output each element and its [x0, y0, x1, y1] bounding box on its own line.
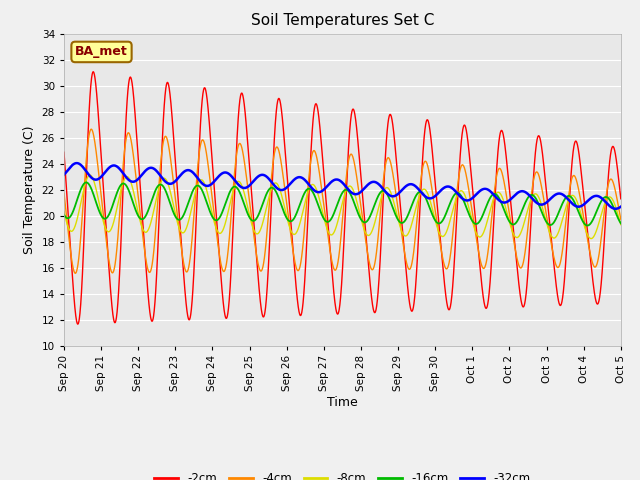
-2cm	[564, 218, 572, 224]
-2cm	[407, 306, 415, 312]
Line: -32cm: -32cm	[64, 163, 621, 209]
-4cm	[397, 226, 404, 232]
-16cm	[617, 220, 625, 226]
-2cm	[60, 149, 68, 155]
X-axis label: Time: Time	[327, 396, 358, 409]
Legend: -2cm, -4cm, -8cm, -16cm, -32cm: -2cm, -4cm, -8cm, -16cm, -32cm	[150, 467, 535, 480]
-4cm	[564, 197, 572, 203]
-4cm	[72, 270, 79, 276]
-4cm	[60, 190, 68, 196]
-4cm	[617, 216, 625, 222]
Line: -8cm: -8cm	[64, 175, 621, 239]
-32cm	[564, 196, 572, 202]
-8cm	[216, 230, 223, 236]
-32cm	[617, 204, 625, 210]
-16cm	[397, 220, 404, 226]
-32cm	[216, 172, 223, 178]
-32cm	[180, 169, 188, 175]
-4cm	[407, 265, 415, 271]
-2cm	[216, 259, 223, 264]
-16cm	[60, 212, 68, 217]
-32cm	[617, 204, 625, 210]
-8cm	[617, 222, 625, 228]
-16cm	[584, 223, 591, 228]
-8cm	[86, 172, 94, 178]
-16cm	[617, 220, 625, 226]
Y-axis label: Soil Temperature (C): Soil Temperature (C)	[23, 125, 36, 254]
-2cm	[617, 196, 625, 202]
-4cm	[617, 216, 625, 221]
-32cm	[73, 160, 81, 166]
-2cm	[617, 194, 625, 200]
-8cm	[406, 225, 414, 231]
-16cm	[216, 215, 223, 220]
-16cm	[406, 206, 414, 212]
-2cm	[180, 271, 188, 276]
-8cm	[564, 198, 572, 204]
-32cm	[397, 188, 404, 194]
-4cm	[216, 254, 223, 260]
-16cm	[180, 213, 188, 218]
-8cm	[617, 221, 625, 227]
-2cm	[397, 210, 404, 216]
-32cm	[612, 206, 620, 212]
-8cm	[588, 236, 595, 241]
Line: -16cm: -16cm	[64, 182, 621, 226]
Line: -4cm: -4cm	[64, 129, 621, 273]
-4cm	[180, 260, 188, 266]
-32cm	[60, 172, 68, 178]
-4cm	[88, 126, 95, 132]
-32cm	[406, 181, 414, 187]
-2cm	[74, 321, 82, 327]
-8cm	[180, 230, 188, 236]
-16cm	[564, 193, 572, 199]
-8cm	[60, 208, 68, 214]
Line: -2cm: -2cm	[64, 72, 621, 324]
-2cm	[90, 69, 97, 74]
Text: BA_met: BA_met	[75, 46, 128, 59]
-16cm	[83, 180, 90, 185]
-8cm	[397, 226, 404, 232]
Title: Soil Temperatures Set C: Soil Temperatures Set C	[251, 13, 434, 28]
